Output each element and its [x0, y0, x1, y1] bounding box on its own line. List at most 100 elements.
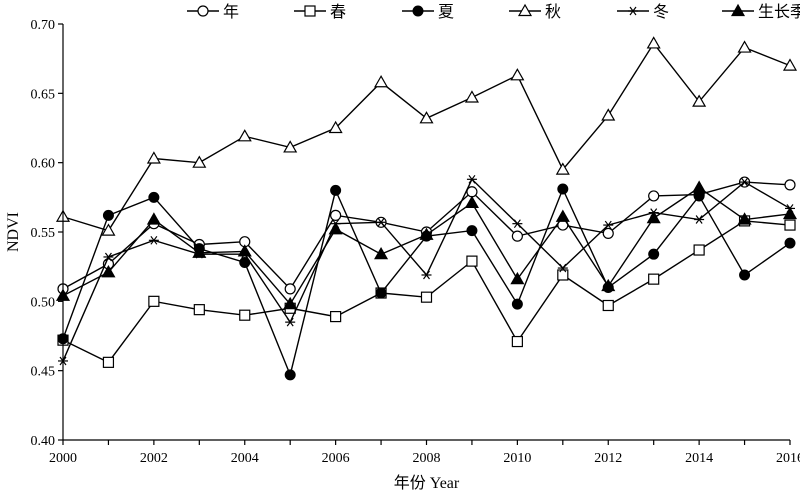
data-point — [466, 225, 478, 237]
data-point — [101, 265, 116, 278]
data-point — [512, 219, 523, 229]
legend-marker — [517, 3, 533, 17]
data-point — [192, 245, 207, 258]
legend-item: 夏 — [402, 4, 454, 21]
data-point — [739, 177, 750, 187]
data-point — [330, 184, 342, 196]
y-axis-title: NDVI — [5, 212, 22, 252]
data-point — [102, 209, 114, 221]
data-point — [146, 151, 161, 164]
x-tick-label: 2008 — [413, 451, 441, 466]
data-point — [511, 298, 523, 310]
legend-item: 生长季 — [722, 3, 800, 21]
data-point — [375, 287, 387, 299]
data-point — [237, 129, 252, 142]
data-point — [464, 195, 479, 208]
data-point — [692, 94, 707, 107]
y-tick-label: 0.45 — [31, 365, 56, 380]
legend-label: 夏 — [438, 4, 454, 21]
data-point — [784, 219, 796, 231]
x-tick-label: 2012 — [594, 451, 622, 466]
data-point — [602, 299, 614, 312]
y-tick-label: 0.70 — [31, 18, 56, 33]
data-point — [601, 108, 616, 121]
data-point — [603, 220, 614, 230]
y-tick-label: 0.50 — [31, 295, 56, 310]
data-point — [464, 90, 479, 103]
data-point — [648, 248, 660, 260]
y-tick-label: 0.60 — [31, 157, 56, 172]
series-line — [62, 42, 791, 232]
data-point — [646, 210, 661, 224]
x-tick-label: 2006 — [322, 451, 350, 466]
data-point — [284, 283, 296, 295]
data-point — [374, 246, 389, 260]
legend-marker — [628, 6, 638, 16]
legend-item: 年 — [187, 3, 239, 21]
data-point — [239, 309, 251, 321]
data-point — [510, 271, 525, 285]
data-point — [782, 206, 798, 220]
legend-label: 年 — [223, 3, 239, 21]
data-point — [237, 244, 252, 257]
x-tick-label: 2010 — [503, 451, 531, 466]
data-point — [737, 212, 752, 225]
data-point — [692, 180, 707, 193]
data-point — [784, 179, 796, 191]
y-tick-label: 0.40 — [31, 434, 56, 449]
series-4 — [55, 36, 798, 236]
data-point — [782, 58, 798, 71]
data-point — [328, 222, 343, 235]
data-point — [148, 235, 159, 245]
data-point — [374, 75, 389, 88]
data-point — [557, 269, 569, 281]
data-point — [555, 209, 570, 222]
legend-label: 生长季 — [758, 3, 800, 21]
y-tick-label: 0.65 — [31, 87, 56, 102]
data-point — [557, 183, 569, 195]
data-point — [466, 174, 477, 184]
data-point — [193, 304, 205, 316]
data-point — [737, 40, 752, 53]
data-point — [557, 263, 568, 273]
legend-item: 冬 — [617, 3, 669, 21]
data-point — [601, 278, 616, 292]
data-point — [103, 252, 114, 262]
data-point — [648, 190, 660, 202]
legend-marker — [730, 3, 746, 17]
legend-item: 春 — [294, 3, 346, 21]
legend-marker — [197, 5, 209, 17]
series-layer — [55, 36, 798, 381]
data-point — [330, 209, 342, 221]
data-point — [693, 244, 705, 256]
x-tick-label: 2016 — [776, 451, 800, 466]
data-point — [283, 140, 298, 153]
data-point — [419, 111, 434, 124]
data-point — [285, 317, 296, 327]
data-point — [784, 237, 796, 249]
data-point — [101, 223, 116, 236]
data-point — [510, 68, 525, 81]
x-axis-title: 年份 Year — [394, 474, 460, 492]
legend-marker — [412, 5, 424, 17]
x-tick-label: 2002 — [140, 451, 168, 466]
data-point — [419, 227, 434, 240]
legend: 年 春 夏 秋 冬 生长季 — [187, 3, 800, 21]
data-point — [330, 310, 342, 323]
data-point — [511, 335, 523, 348]
data-point — [192, 155, 207, 168]
x-tick-label: 2000 — [49, 451, 77, 466]
tick-labels: 0.40 0.45 0.50 0.55 0.60 0.65 0.70 2000 2002 2004… — [31, 18, 800, 466]
series-line — [62, 178, 791, 362]
y-tick-label: 0.55 — [31, 226, 56, 241]
legend-label: 冬 — [653, 3, 669, 21]
data-point — [376, 217, 387, 227]
data-point — [148, 191, 160, 203]
data-point — [421, 270, 432, 280]
legend-item: 秋 — [509, 3, 561, 21]
data-point — [648, 273, 660, 285]
legend-label: 秋 — [545, 3, 561, 21]
data-point — [739, 269, 751, 281]
legend-marker — [304, 5, 316, 17]
x-tick-label: 2004 — [231, 451, 259, 466]
